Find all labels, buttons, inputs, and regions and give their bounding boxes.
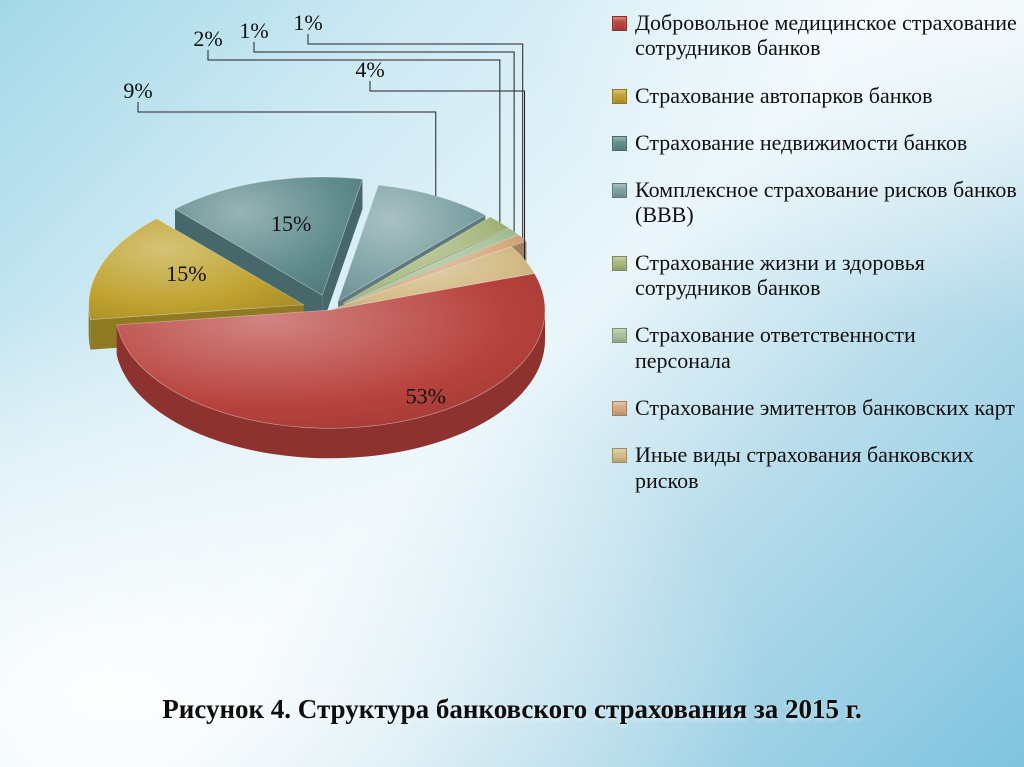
legend-item: Страхование недвижимости банков: [612, 130, 1017, 155]
legend-marker: [612, 89, 627, 104]
legend-item: Страхование жизни и здоровья сотрудников…: [612, 250, 1017, 301]
pie-chart: 53% 15% 15% 9% 2% 1% 1% 4%: [30, 0, 590, 640]
legend-marker: [612, 183, 627, 198]
legend-item: Страхование автопарков банков: [612, 83, 1017, 108]
legend-item: Иные виды страхования банковских рисков: [612, 442, 1017, 493]
legend-marker: [612, 448, 627, 463]
legend-label: Страхование эмитентов банковских карт: [635, 395, 1015, 420]
legend: Добровольное медицинское страхование сот…: [612, 10, 1017, 515]
legend-item: Страхование эмитентов банковских карт: [612, 395, 1017, 420]
legend-marker: [612, 136, 627, 151]
legend-label: Иные виды страхования банковских рисков: [635, 442, 1017, 493]
figure-caption: Рисунок 4. Структура банковского страхов…: [0, 694, 1024, 725]
legend-marker: [612, 256, 627, 271]
slice-label: 4%: [355, 57, 384, 82]
legend-marker: [612, 401, 627, 416]
legend-label: Добровольное медицинское страхование сот…: [635, 10, 1017, 61]
slice-label: 1%: [293, 10, 322, 35]
legend-marker: [612, 328, 627, 343]
legend-label: Страхование ответственности персонала: [635, 322, 1017, 373]
legend-marker: [612, 16, 627, 31]
legend-label: Страхование жизни и здоровья сотрудников…: [635, 250, 1017, 301]
legend-label: Страхование автопарков банков: [635, 83, 932, 108]
legend-item: Комплексное страхование рисков банков (В…: [612, 177, 1017, 228]
slice-label: 1%: [239, 18, 268, 43]
slice-label: 9%: [123, 78, 152, 103]
legend-label: Страхование недвижимости банков: [635, 130, 967, 155]
legend-label: Комплексное страхование рисков банков (В…: [635, 177, 1017, 228]
slice-label: 15%: [166, 261, 206, 286]
slice-label: 2%: [193, 26, 222, 51]
slice-label: 15%: [271, 211, 311, 236]
legend-item: Добровольное медицинское страхование сот…: [612, 10, 1017, 61]
legend-item: Страхование ответственности персонала: [612, 322, 1017, 373]
slice-label: 53%: [406, 383, 446, 408]
